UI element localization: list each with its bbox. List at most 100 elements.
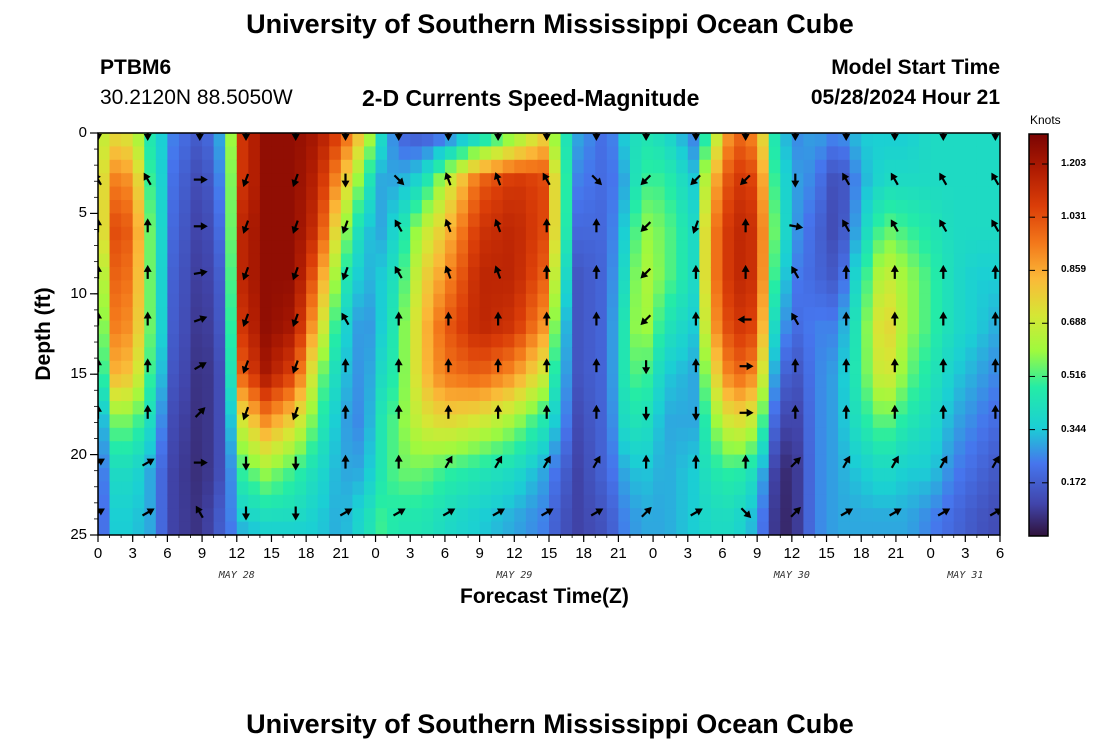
heatmap-cell xyxy=(629,374,643,389)
heatmap-cell xyxy=(745,240,758,255)
current-vector xyxy=(791,173,800,188)
current-vector xyxy=(791,404,800,419)
heatmap-cell xyxy=(629,347,643,362)
heatmap-cell xyxy=(976,454,990,469)
heatmap-cell xyxy=(491,253,504,268)
heatmap-cell xyxy=(213,427,226,442)
heatmap-cell xyxy=(306,508,319,523)
heatmap-cell xyxy=(791,146,805,161)
current-vector xyxy=(939,358,948,373)
heatmap-cell xyxy=(144,468,157,482)
heatmap-cell xyxy=(965,159,978,174)
heatmap-cell xyxy=(410,240,423,255)
current-vector xyxy=(791,265,800,279)
heatmap-cell xyxy=(202,441,215,456)
heatmap-cell xyxy=(734,508,747,523)
heatmap-cell xyxy=(537,253,550,268)
heatmap-cell xyxy=(271,521,284,535)
heatmap-cell xyxy=(259,240,273,255)
heatmap-cell xyxy=(583,481,596,496)
heatmap-cell xyxy=(398,253,411,268)
heatmap-cell xyxy=(699,334,712,348)
heatmap-cell xyxy=(791,481,805,496)
heatmap-cell xyxy=(433,468,446,482)
heatmap-cell xyxy=(167,334,180,348)
current-vector xyxy=(592,404,601,419)
heatmap-cell xyxy=(236,146,249,161)
heatmap-cell xyxy=(271,347,284,362)
heatmap-cell xyxy=(814,226,828,241)
heatmap-cell xyxy=(98,159,111,174)
heatmap-cell xyxy=(814,159,828,174)
heatmap-cell xyxy=(410,427,423,442)
heatmap-cell xyxy=(363,146,377,161)
heatmap-cell xyxy=(329,494,342,509)
heatmap-cell xyxy=(387,468,400,482)
heatmap-cell xyxy=(895,387,909,402)
current-vector xyxy=(341,173,350,188)
heatmap-cell xyxy=(722,508,735,523)
heatmap-cell xyxy=(757,186,770,201)
heatmap-cell xyxy=(618,414,631,429)
heatmap-cell xyxy=(363,159,377,174)
heatmap-cell xyxy=(849,280,862,295)
heatmap-cell xyxy=(398,494,411,509)
heatmap-cell xyxy=(745,454,758,469)
heatmap-cell xyxy=(919,508,932,523)
heatmap-cell xyxy=(514,427,527,442)
heatmap-cell xyxy=(653,226,666,241)
heatmap-cell xyxy=(861,521,874,535)
heatmap-cell xyxy=(895,427,909,442)
heatmap-cell xyxy=(121,173,134,188)
heatmap-cell xyxy=(560,293,573,308)
heatmap-cell xyxy=(514,521,527,535)
heatmap-cell xyxy=(236,186,249,201)
heatmap-cell xyxy=(456,347,469,362)
heatmap-cell xyxy=(583,454,596,469)
heatmap-cell xyxy=(930,481,943,496)
heatmap-cell xyxy=(618,267,631,281)
heatmap-cell xyxy=(444,347,458,362)
heatmap-cell xyxy=(317,521,330,535)
heatmap-cell xyxy=(861,159,874,174)
heatmap-cell xyxy=(363,293,377,308)
heatmap-cell xyxy=(780,133,793,147)
heatmap-cell xyxy=(699,521,712,535)
heatmap-cell xyxy=(514,454,527,469)
heatmap-cell xyxy=(167,481,180,496)
heatmap-cell xyxy=(780,226,793,241)
heatmap-cell xyxy=(491,226,504,241)
current-vector xyxy=(394,404,403,419)
heatmap-cell xyxy=(872,374,885,389)
heatmap-cell xyxy=(838,414,851,429)
heatmap-cell xyxy=(895,360,909,375)
heatmap-cell xyxy=(884,280,897,295)
heatmap-cell xyxy=(294,347,307,362)
heatmap-cell xyxy=(745,334,758,348)
heatmap-cell xyxy=(595,374,608,389)
heatmap-cell xyxy=(155,427,168,442)
heatmap-cell xyxy=(676,387,689,402)
heatmap-cell xyxy=(560,414,573,429)
heatmap-cell xyxy=(641,213,654,228)
current-vector xyxy=(98,404,102,419)
heatmap-cell xyxy=(560,226,573,241)
heatmap-cell xyxy=(768,481,781,496)
heatmap-cell xyxy=(167,226,180,241)
heatmap-cell xyxy=(259,387,273,402)
current-vector xyxy=(341,404,350,419)
heatmap-cell xyxy=(953,494,966,509)
heatmap-cell xyxy=(849,468,862,482)
heatmap-cell xyxy=(190,159,203,174)
current-vector xyxy=(791,358,800,373)
heatmap-cell xyxy=(838,374,851,389)
current-vector xyxy=(98,508,105,517)
heatmap-cell xyxy=(757,293,770,308)
heatmap-cell xyxy=(803,347,816,362)
heatmap-cell xyxy=(907,320,920,335)
heatmap-cell xyxy=(722,293,735,308)
heatmap-cell xyxy=(537,374,550,389)
heatmap-cell xyxy=(225,213,238,228)
heatmap-cell xyxy=(838,240,851,255)
heatmap-cell xyxy=(826,307,839,322)
